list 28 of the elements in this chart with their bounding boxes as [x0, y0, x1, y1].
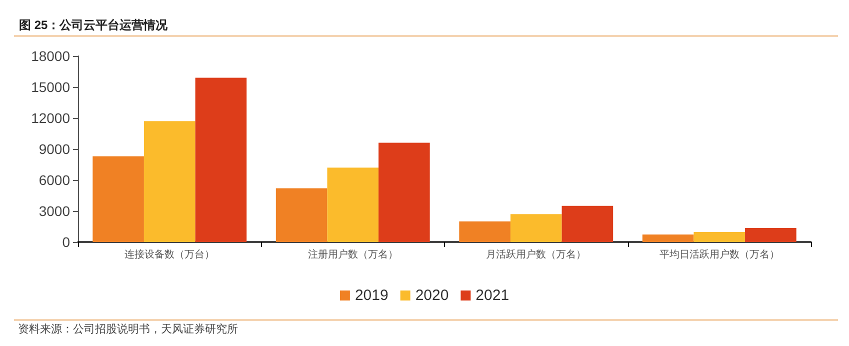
bar: [642, 234, 694, 242]
bar: [195, 78, 247, 242]
bar: [144, 121, 196, 242]
x-tick-label: 连接设备数（万台）: [124, 248, 215, 260]
text: 资料来源：公司招股说明书，天风证券研究所: [18, 322, 238, 336]
bar: [745, 228, 796, 242]
bar: [459, 221, 510, 242]
x-tick-label: 月活跃用户数（万名）: [486, 248, 586, 260]
bar: [562, 206, 614, 242]
chart-title: 图 25：公司云平台运营情况: [19, 18, 169, 32]
legend-label: 2020: [415, 287, 449, 304]
bar: [327, 168, 379, 242]
bar: [276, 188, 328, 242]
y-tick-label: 15000: [31, 79, 70, 95]
bar: [378, 142, 430, 242]
y-tick-label: 9000: [38, 141, 70, 157]
x-tick-label: 注册用户数（万名）: [308, 248, 398, 260]
x-tick-label: 平均日活跃用户数（万名）: [659, 248, 780, 260]
y-tick-label: 12000: [31, 110, 70, 126]
y-tick-label: 18000: [31, 48, 70, 64]
bar: [510, 214, 562, 242]
bar: [92, 156, 144, 242]
y-tick-label: 3000: [38, 203, 70, 219]
y-tick-label: 6000: [38, 172, 70, 188]
bar: [694, 232, 746, 242]
legend-label: 2019: [354, 287, 388, 304]
legend-label: 2021: [476, 287, 510, 304]
y-tick-label: 0: [62, 234, 70, 250]
